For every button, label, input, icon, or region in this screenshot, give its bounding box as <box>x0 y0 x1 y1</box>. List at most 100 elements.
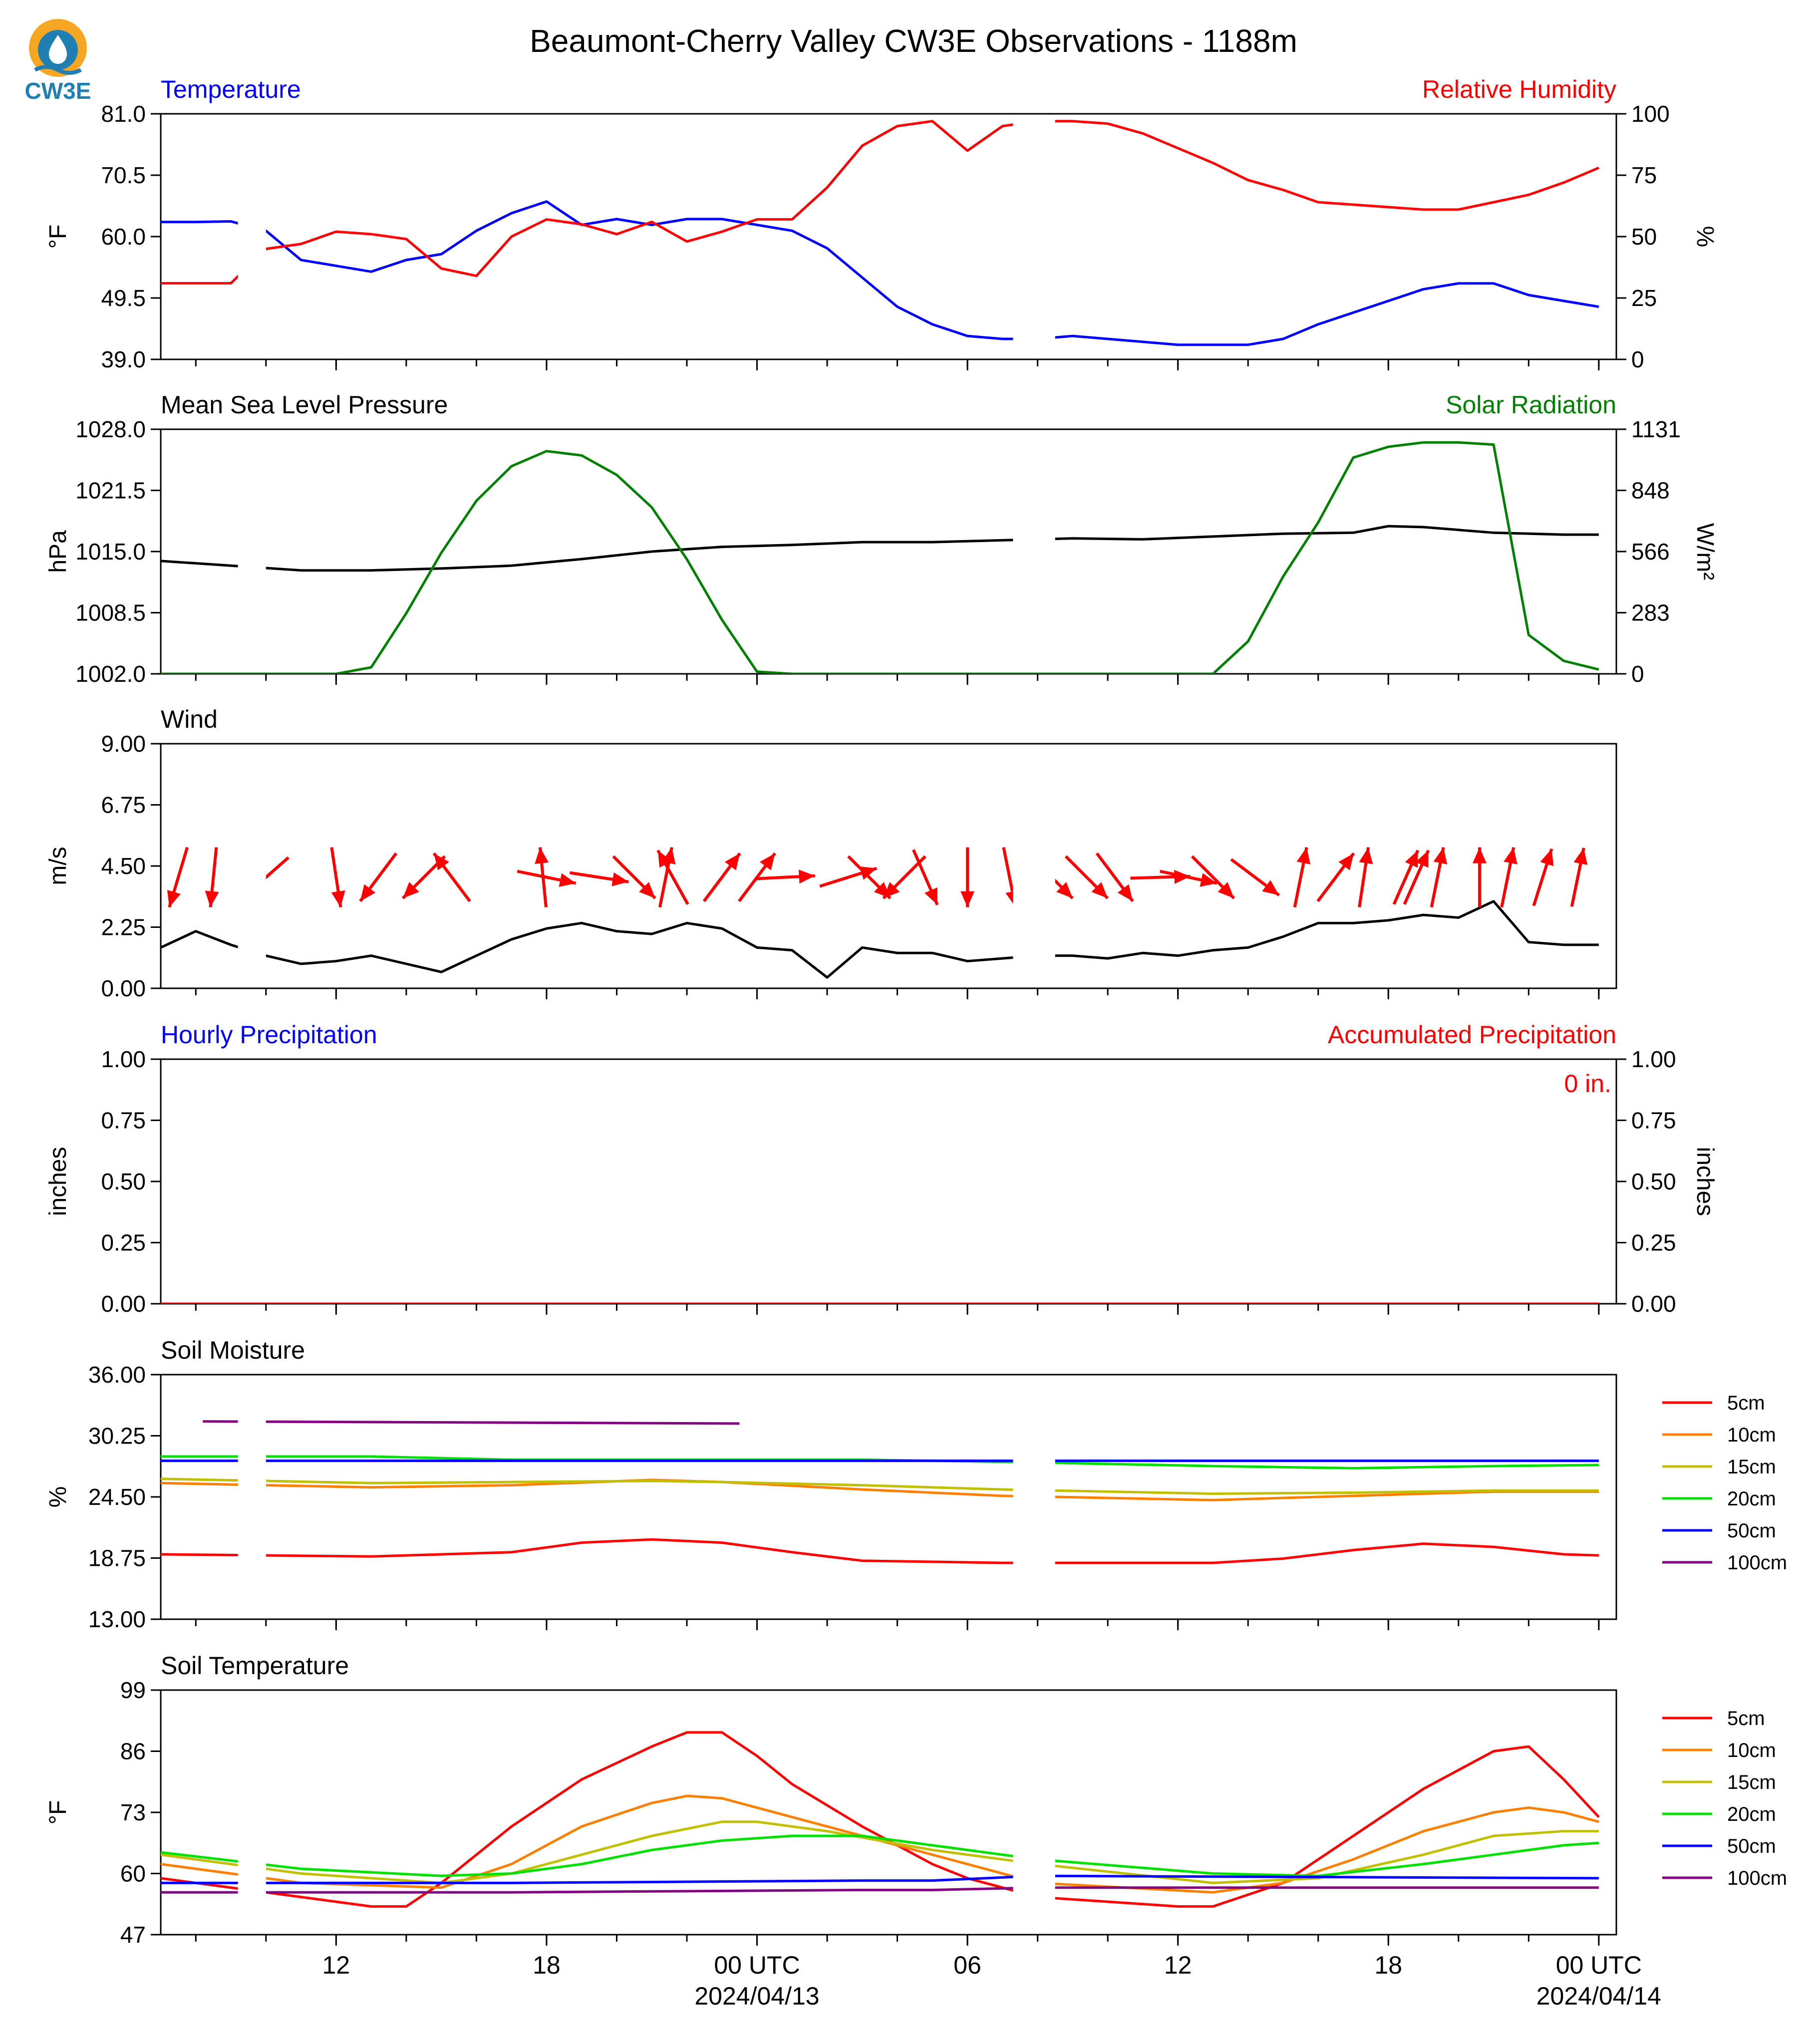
legend-label: 5cm <box>1727 1708 1765 1730</box>
wind-direction-arrow <box>1064 855 1109 899</box>
wind-direction-arrow <box>1095 852 1134 902</box>
legend-label: 50cm <box>1727 1520 1776 1542</box>
wind-direction-arrow <box>1358 847 1373 908</box>
missing-data-gap <box>238 115 266 358</box>
series-line-solar-radiation <box>161 441 1599 674</box>
y2-tick-label: 100 <box>1631 101 1670 127</box>
wind-direction-arrow <box>167 847 189 908</box>
y-tick-label: 2.25 <box>101 914 146 940</box>
y2-tick-label: 50 <box>1631 224 1657 250</box>
panel-left-title: Mean Sea Level Pressure <box>161 391 448 419</box>
y2-tick-label: 283 <box>1631 600 1670 626</box>
legend: 5cm 10cm 15cm 20cm 50cm 100cm <box>1662 1392 1787 1574</box>
plot-frame <box>160 428 1617 675</box>
legend-label: 100cm <box>1727 1552 1787 1574</box>
wind-direction-arrow <box>517 869 577 887</box>
panel-left-title: Soil Moisture <box>161 1336 305 1364</box>
missing-data-gap <box>238 745 266 987</box>
y-axis-label: °F <box>45 225 71 249</box>
plot-frame <box>160 1689 1617 1936</box>
y2-tick-label: 75 <box>1631 162 1657 188</box>
wind-direction-arrow <box>1472 847 1487 907</box>
x-tick-label: 18 <box>533 1951 561 1979</box>
series-line-20cm <box>161 1834 1599 1877</box>
plot-frame <box>160 1374 1617 1620</box>
y-tick-label: 1.00 <box>101 1046 146 1072</box>
panel-left-title: Wind <box>161 705 218 733</box>
y2-tick-label: 1.00 <box>1631 1046 1676 1072</box>
y-axis-label: inches <box>45 1147 71 1216</box>
x-tick-label: 06 <box>953 1951 981 1979</box>
wind-direction-arrow <box>330 847 345 908</box>
panel-wind: 9.00 6.75 4.50 2.25 0.00 m/s Wind <box>45 705 1617 1001</box>
y-tick-label: 70.5 <box>101 162 146 188</box>
wind-direction-arrow <box>1230 858 1280 896</box>
y-tick-label: 24.50 <box>88 1484 146 1510</box>
x-tick-label: 12 <box>322 1951 350 1979</box>
panel-soil_temp: 99 86 73 60 47 °F Soil Temperature 5cm 10cm 15cm 2… <box>45 1652 1787 1948</box>
y-tick-label: 1002.0 <box>75 661 146 687</box>
panel-left-title: Hourly Precipitation <box>161 1021 377 1049</box>
y-tick-label: 1015.0 <box>75 539 146 565</box>
y2-tick-label: 848 <box>1631 478 1670 504</box>
x-tick-label: 18 <box>1374 1951 1402 1979</box>
panel-right-title: Relative Humidity <box>1422 75 1616 103</box>
missing-data-gap <box>238 1692 266 1933</box>
missing-data-gap <box>1013 431 1055 672</box>
series-line-15cm <box>161 1477 1599 1495</box>
panel-soil_moisture: 36.00 30.25 24.50 18.75 13.00% Soil Moisture 5… <box>45 1336 1787 1632</box>
series-line-15cm <box>161 1820 1599 1884</box>
panel-left-title: Soil Temperature <box>161 1652 349 1680</box>
y-tick-label: 86 <box>120 1738 146 1764</box>
legend-label: 15cm <box>1727 1456 1776 1478</box>
series-line-wind <box>161 900 1599 979</box>
y-tick-label: 0.00 <box>101 975 146 1001</box>
y-tick-label: 39.0 <box>101 346 146 372</box>
wind-direction-arrow <box>656 850 689 905</box>
wind-direction-arrow <box>1160 869 1217 887</box>
y2-tick-label: 0.50 <box>1631 1168 1676 1194</box>
wind-direction-arrow <box>1532 848 1554 906</box>
y-tick-label: 13.00 <box>88 1606 146 1632</box>
panel-left-title: Temperature <box>161 75 301 103</box>
wind-direction-arrow <box>432 852 471 902</box>
wind-direction-arrow <box>612 855 656 899</box>
legend-label: 100cm <box>1727 1867 1787 1889</box>
series-line-100cm <box>203 1420 740 1425</box>
y-tick-label: 18.75 <box>88 1545 146 1571</box>
y2-tick-label: 0.00 <box>1631 1291 1676 1317</box>
plot-area <box>161 1376 1599 1618</box>
y2-tick-label: 566 <box>1631 539 1670 565</box>
wind-direction-arrow <box>1392 850 1420 905</box>
missing-data-gap <box>1013 1376 1055 1618</box>
legend-label: 50cm <box>1727 1835 1776 1857</box>
x-tick-label: 12 <box>1164 1951 1192 1979</box>
y-tick-label: 60.0 <box>101 224 146 250</box>
plot-frame <box>160 1058 1617 1305</box>
y-tick-label: 73 <box>120 1799 146 1825</box>
wind-direction-arrow <box>912 849 939 905</box>
y-tick-label: 30.25 <box>88 1423 146 1449</box>
y2-axis-label: % <box>1692 226 1718 248</box>
y-tick-label: 1021.5 <box>75 478 146 504</box>
wind-direction-arrow <box>570 871 629 886</box>
wind-direction-arrow <box>847 855 892 899</box>
y-tick-label: 6.75 <box>101 792 146 818</box>
series-line-temperature <box>161 200 1599 346</box>
y-tick-label: 4.50 <box>101 853 146 879</box>
panel-precip: 1.00 0.75 0.50 0.25 0.00 1.00 0.75 0.50 0.25 0.00… <box>45 1021 1718 1317</box>
y-tick-label: 60 <box>120 1861 146 1887</box>
wind-direction-arrow <box>755 869 815 884</box>
series-line-5cm <box>161 1731 1600 1908</box>
y-tick-label: 0.00 <box>101 1291 146 1317</box>
y-tick-label: 1028.0 <box>75 416 146 442</box>
missing-data-gap <box>1013 1692 1055 1933</box>
y-tick-label: 81.0 <box>101 101 146 127</box>
plot-area <box>161 1692 1600 1933</box>
legend-label: 20cm <box>1727 1488 1776 1510</box>
series-line-5cm <box>161 1538 1599 1564</box>
y-tick-label: 1008.5 <box>75 600 146 626</box>
wind-direction-arrow <box>1316 852 1355 902</box>
panel-temp_rh: 81.0 70.5 60.0 49.5 39.0 100 75 50 25 0 °F % Tempera… <box>45 75 1718 372</box>
legend-label: 10cm <box>1727 1739 1776 1761</box>
